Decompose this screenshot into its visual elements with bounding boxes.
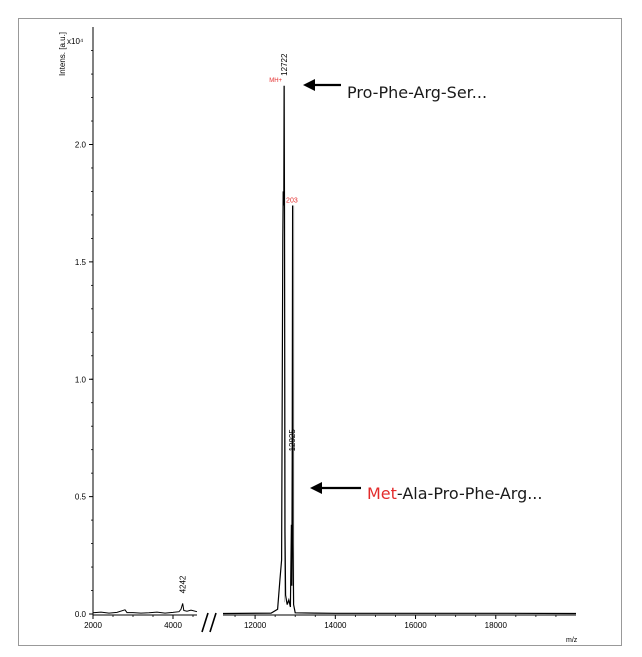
- mh-marker-label: MH+: [269, 78, 282, 84]
- annotation-bottom-rest: -Ala-Pro-Phe-Arg...: [396, 484, 543, 503]
- y-tick-label: 0.0: [75, 610, 87, 619]
- arrow-bottom-head: [310, 482, 322, 494]
- chart-frame: 0.0 0.5 1.0 1.5 2.0 Intens. [a.u.] x10⁴ 2000 400…: [18, 18, 622, 646]
- annotation-bottom-met: Met: [367, 484, 397, 503]
- annotation-top: Pro-Phe-Arg-Ser...: [347, 83, 487, 102]
- peak-203-label: 203: [286, 198, 298, 205]
- peak-label: 12925: [288, 429, 297, 452]
- y-tick-label: 1.5: [75, 258, 87, 267]
- x-tick-label: 4000: [164, 621, 182, 630]
- y-tick-label: 0.5: [75, 493, 87, 502]
- x-tick-label: 12000: [244, 621, 267, 630]
- annotation-bottom: Met-Ala-Pro-Phe-Arg...: [367, 484, 542, 503]
- annotation-top-text: Pro-Phe-Arg-Ser...: [347, 83, 488, 102]
- peak-label: 4242: [179, 575, 188, 593]
- mass-spectrum-chart: 0.0 0.5 1.0 1.5 2.0 Intens. [a.u.] x10⁴ 2000 400…: [58, 27, 578, 644]
- y-tick-label: 2.0: [75, 141, 87, 150]
- x-axis-label: m/z: [566, 637, 578, 644]
- spectrum-trace-left: [92, 603, 198, 614]
- x-tick-label: 18000: [485, 621, 508, 630]
- y-tick-label: 1.0: [75, 375, 87, 384]
- axis-break-slash-2: [209, 612, 217, 633]
- x-tick-label: 2000: [84, 621, 102, 630]
- peak-label: 12722: [280, 53, 289, 76]
- arrow-top-head: [303, 79, 315, 91]
- y-axis-label: Intens. [a.u.]: [58, 32, 67, 76]
- spectrum-trace-right: [222, 85, 577, 615]
- x-tick-label: 14000: [324, 621, 347, 630]
- axis-break-slash-1: [201, 612, 209, 633]
- y-scale-label: x10⁴: [67, 37, 84, 46]
- x-tick-label: 16000: [404, 621, 427, 630]
